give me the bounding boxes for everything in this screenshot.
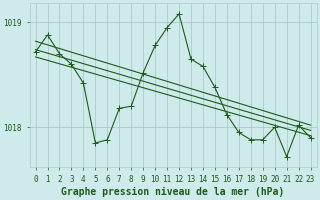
X-axis label: Graphe pression niveau de la mer (hPa): Graphe pression niveau de la mer (hPa) — [61, 186, 285, 197]
